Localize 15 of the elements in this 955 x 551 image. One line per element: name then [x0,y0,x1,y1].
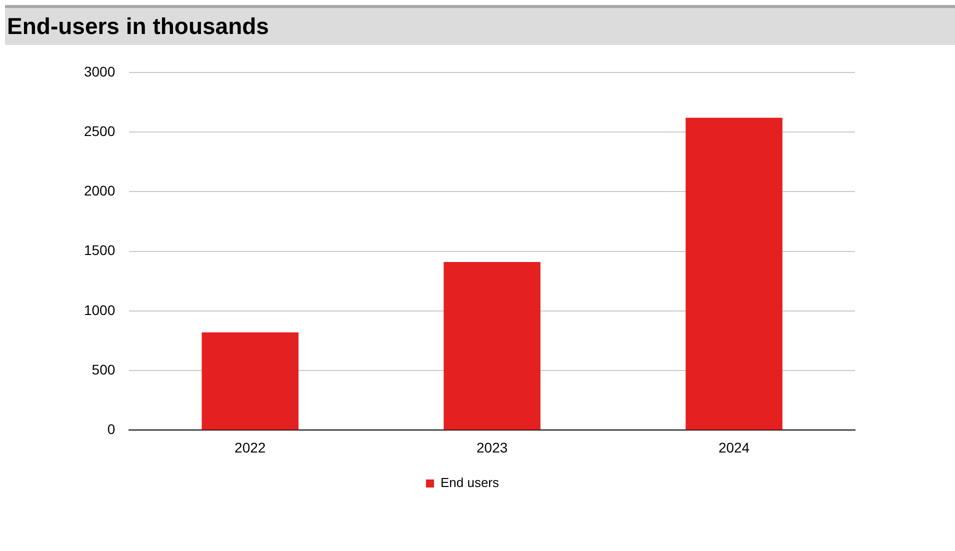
y-tick-label: 1500 [84,242,116,258]
y-tick-label: 2500 [84,122,116,139]
x-tick-label: 2023 [476,439,508,456]
bar [202,332,299,430]
y-tick-label: 0 [107,421,116,438]
x-tick-label: 2024 [718,439,750,456]
x-tick-label: 2022 [234,439,266,456]
bar [444,262,540,430]
y-tick-label: 500 [92,361,116,378]
y-tick-label: 1000 [84,302,116,318]
y-tick-label: 2000 [84,182,116,199]
bar [686,118,782,430]
legend-label: End users [440,475,500,490]
chart-title: End-users in thousands [5,8,955,45]
y-tick-label: 3000 [84,63,116,80]
